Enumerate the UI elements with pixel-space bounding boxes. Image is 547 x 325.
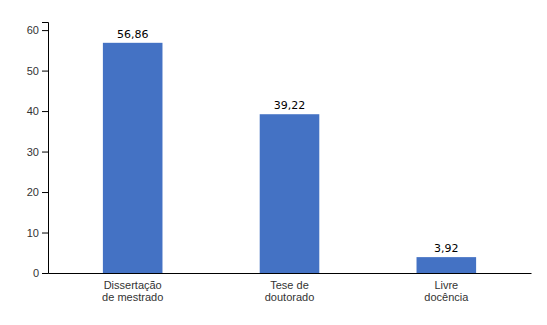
y-tick-label: 0 (33, 267, 39, 279)
x-tick-label: Livredocência (424, 279, 469, 304)
x-axis: Dissertaçãode mestrado Tese dedoutorado Li… (49, 273, 532, 303)
x-tick-label-line: Livre (434, 279, 458, 291)
y-tick: 0 (33, 267, 48, 279)
y-tick: 20 (27, 186, 48, 198)
x-tick-label: Dissertaçãode mestrado (102, 279, 163, 304)
y-tick-mark (42, 152, 48, 153)
data-labels: 56,86 39,22 3,92 (117, 28, 459, 255)
x-tick-label-line: docência (424, 291, 469, 303)
y-tick: 10 (27, 227, 48, 239)
chart-svg: 0 10 20 30 40 50 60 Dissertaçãode mestrado Tese … (0, 0, 547, 325)
x-tick-label-line: de mestrado (102, 291, 163, 303)
x-tick: Tese dedoutorado (265, 273, 315, 303)
y-tick: 60 (27, 24, 48, 36)
x-tick-label-line: doutorado (265, 291, 315, 303)
y-tick-label: 40 (27, 105, 39, 117)
y-tick: 50 (27, 65, 48, 77)
x-tick: Livredocência (424, 273, 469, 303)
x-tick: Dissertaçãode mestrado (102, 273, 163, 303)
plot: 0 10 20 30 40 50 60 Dissertaçãode mestrado Tese … (27, 23, 532, 304)
y-tick-mark (42, 233, 48, 234)
bars (103, 43, 476, 273)
y-tick-label: 10 (27, 227, 39, 239)
data-label: 39,22 (274, 99, 306, 112)
y-tick-mark (42, 111, 48, 112)
y-tick-label: 20 (27, 186, 39, 198)
bar (260, 114, 320, 273)
x-axis-line (49, 273, 532, 274)
y-tick-mark (42, 71, 48, 72)
y-tick-mark (42, 192, 48, 193)
x-tick-label-line: Dissertação (104, 279, 162, 291)
x-tick-label-line: Tese de (270, 279, 309, 291)
y-tick-mark (42, 273, 48, 274)
y-tick-label: 60 (27, 24, 39, 36)
bar (103, 43, 163, 273)
y-axis-line (42, 23, 49, 274)
data-label: 56,86 (117, 28, 149, 41)
bar (417, 257, 477, 273)
data-label: 3,92 (434, 242, 459, 255)
y-tick-label: 30 (27, 146, 39, 158)
x-tick-label: Tese dedoutorado (265, 279, 315, 304)
y-tick-label: 50 (27, 65, 39, 77)
y-tick: 30 (27, 146, 48, 158)
y-axis: 0 10 20 30 40 50 60 (27, 23, 49, 280)
y-tick-mark (42, 30, 48, 31)
y-tick: 40 (27, 105, 48, 117)
chart-container: 0 10 20 30 40 50 60 Dissertaçãode mestrado Tese … (0, 0, 547, 325)
